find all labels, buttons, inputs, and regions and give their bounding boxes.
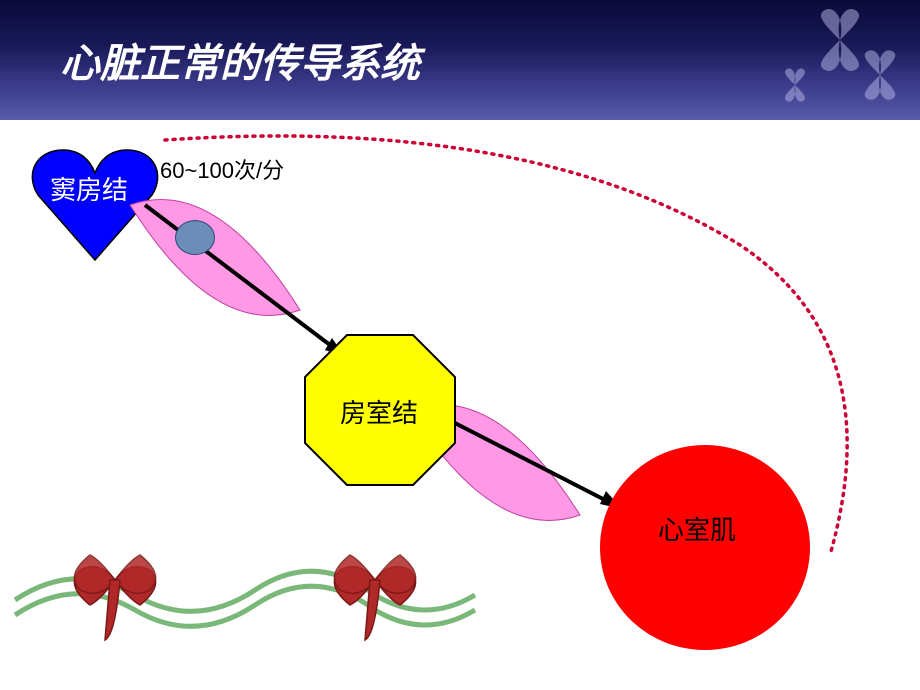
slide-header: 心脏正常的传导系统 [0, 0, 920, 120]
heart-rate-label: 60~100次/分 [160, 153, 284, 185]
butterfly-decoration [640, 0, 920, 120]
diagram-canvas: 窦房结 60~100次/分 房室结 心室肌 [0, 120, 920, 690]
ventricle-circle [600, 445, 810, 650]
av-node-label: 房室结 [340, 393, 418, 430]
slide-title: 心脏正常的传导系统 [60, 31, 420, 89]
small-oval-node [175, 220, 215, 255]
sinus-node-label: 窦房结 [50, 170, 128, 207]
ventricle-label: 心室肌 [658, 510, 736, 547]
